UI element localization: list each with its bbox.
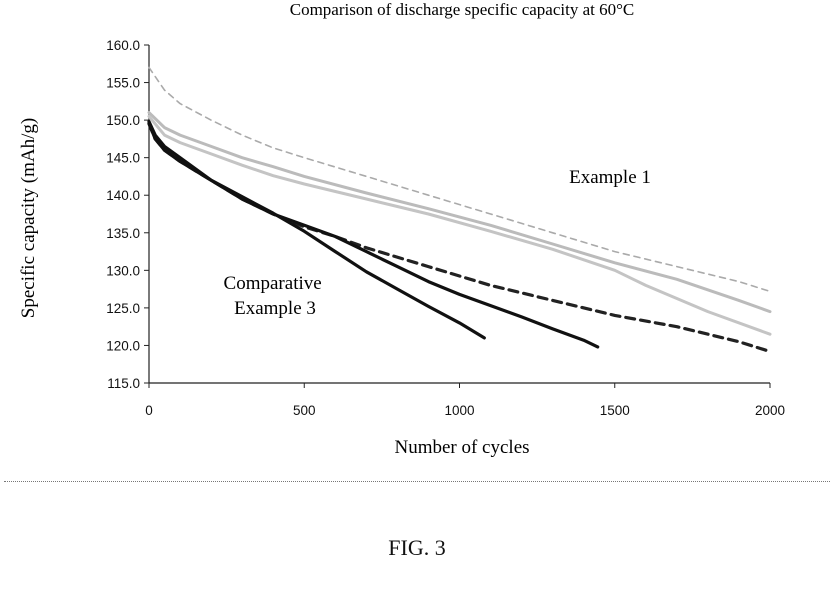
axes: 115.0 120.0 125.0 130.0 135.0 140.0 145.0 150.0… (106, 38, 785, 418)
x-tick-label: 1500 (600, 403, 630, 418)
y-tick-label: 145.0 (106, 151, 140, 166)
series-line-1 (149, 68, 770, 292)
chart-title: Comparison of discharge specific capacit… (290, 0, 635, 19)
annotation-example-1: Example 1 (569, 167, 651, 188)
separator-line (4, 481, 830, 482)
figure-caption: FIG. 3 (0, 535, 834, 561)
annotation-line-2: Example 3 (234, 298, 316, 319)
y-tick-label: 120.0 (106, 338, 140, 353)
x-tick-label: 1000 (444, 403, 474, 418)
x-tick-label: 500 (293, 403, 316, 418)
y-tick-label: 150.0 (106, 113, 140, 128)
x-tick-label: 0 (145, 403, 153, 418)
y-axis-title: Specific capacity (mAh/g) (18, 118, 39, 318)
y-tick-label: 155.0 (106, 76, 140, 91)
x-tick-label: 2000 (755, 403, 785, 418)
y-tick-label: 130.0 (106, 263, 140, 278)
y-tick-label: 160.0 (106, 38, 140, 53)
annotation-line-1: Comparative (224, 273, 322, 294)
x-axis-title: Number of cycles (394, 437, 529, 458)
y-tick-label: 135.0 (106, 226, 140, 241)
annotation-comparative-example-3: Comparative Example 3 (224, 273, 327, 319)
y-tick-label: 140.0 (106, 188, 140, 203)
y-tick-label: 115.0 (107, 376, 140, 391)
y-tick-label: 125.0 (106, 301, 140, 316)
